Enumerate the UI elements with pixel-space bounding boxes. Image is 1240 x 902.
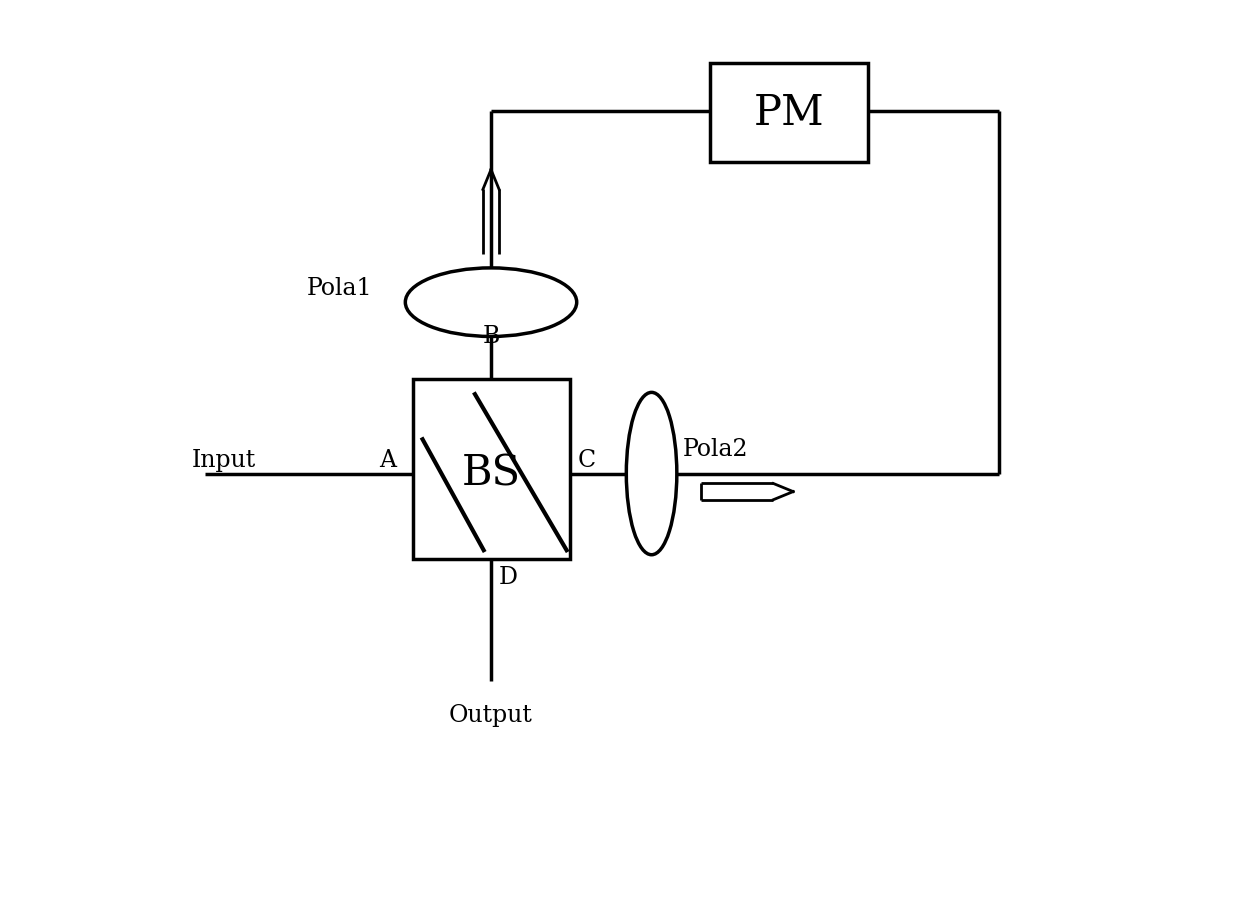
Text: BS: BS (461, 453, 521, 494)
Bar (711, 63, 868, 162)
Text: Pola1: Pola1 (306, 277, 372, 300)
Text: A: A (379, 448, 397, 472)
Text: PM: PM (754, 92, 825, 133)
Text: B: B (482, 326, 500, 348)
Bar (413, 379, 570, 559)
Text: Pola2: Pola2 (683, 437, 749, 461)
Text: Input: Input (191, 448, 255, 472)
Ellipse shape (626, 392, 677, 555)
Ellipse shape (405, 268, 577, 336)
Text: C: C (578, 448, 595, 472)
Text: Output: Output (449, 704, 533, 726)
Text: D: D (498, 566, 517, 589)
